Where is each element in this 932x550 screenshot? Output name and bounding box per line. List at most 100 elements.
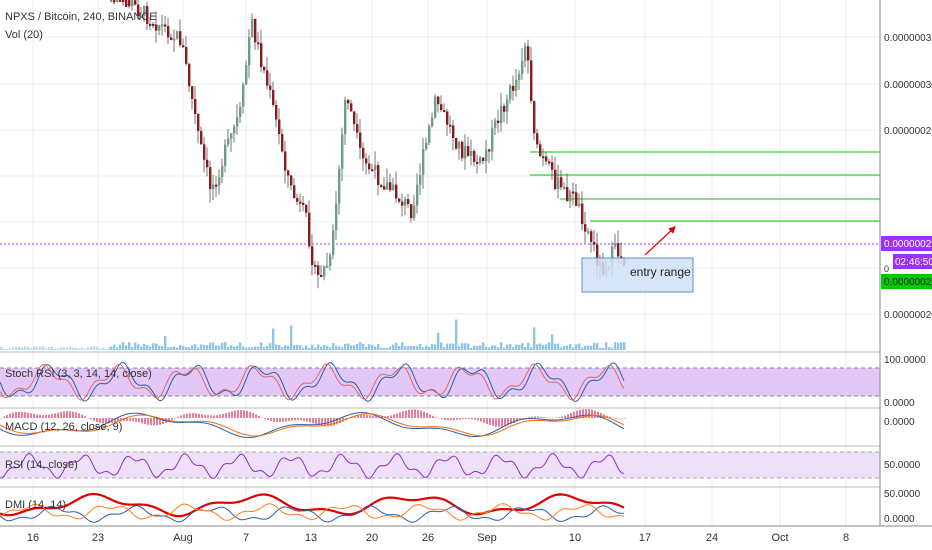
- macd-hist-bar: [480, 418, 482, 422]
- volume-bar: [60, 347, 63, 350]
- volume-bar: [93, 346, 96, 350]
- grid-lines: [0, 0, 880, 526]
- time-axis-labels[interactable]: 16 23 Aug 7 13 20 26 Sep 10 17 24 Oct 8: [27, 532, 849, 544]
- rsi-line: [0, 452, 625, 479]
- volume-bar: [203, 344, 206, 350]
- volume-bar: [51, 346, 54, 350]
- macd-hist-bar: [210, 415, 212, 418]
- time-tick: 16: [27, 532, 39, 544]
- volume-bar: [581, 347, 584, 350]
- candle-body: [140, 16, 143, 19]
- volume-bar: [608, 347, 611, 350]
- macd-hist-bar: [399, 412, 401, 418]
- candle-body: [398, 198, 401, 202]
- volume-bar: [263, 347, 266, 350]
- macd-hist-bar: [180, 415, 182, 418]
- time-tick: Sep: [477, 532, 497, 544]
- macd-hist-bar: [324, 418, 326, 427]
- macd-hist-bar: [531, 416, 533, 418]
- candle-body: [452, 125, 455, 138]
- candle-body: [578, 203, 581, 206]
- candle-body: [590, 231, 593, 242]
- dmi-label: DMI (14, 14): [5, 499, 66, 511]
- macd-hist-bar: [537, 416, 539, 418]
- macd-hist-bar: [486, 418, 488, 424]
- candle-body: [581, 203, 584, 225]
- price-axis-labels: 0.00000032 0.00000030 0.00000028 0.00000020: [884, 33, 932, 321]
- candle-body: [521, 61, 524, 75]
- volume-bar: [269, 343, 272, 350]
- volume-bar: [84, 348, 87, 350]
- volume-bar: [374, 346, 377, 350]
- volume-bar: [611, 347, 614, 350]
- macd-hist-bar: [339, 418, 341, 424]
- candle-body: [212, 184, 215, 190]
- macd-hist-bar: [576, 410, 578, 418]
- macd-hist-bar: [153, 418, 155, 426]
- volume-bar: [401, 342, 404, 350]
- candle-body: [194, 98, 197, 115]
- volume-bar: [75, 347, 78, 350]
- volume-bar: [320, 346, 323, 350]
- macd-hist-bar: [270, 418, 272, 422]
- macd-hist-bar: [474, 418, 476, 420]
- candle-body: [281, 134, 284, 152]
- macd-hist-bar: [309, 418, 311, 423]
- volume-bar: [293, 345, 296, 350]
- candle-body: [560, 177, 563, 188]
- candle-body: [296, 198, 299, 202]
- price-tick: 0.00000028: [884, 126, 932, 137]
- candle-body: [221, 165, 224, 178]
- volume-bar: [218, 345, 221, 350]
- macd-hist-bar: [525, 417, 527, 419]
- volume-bar: [422, 347, 425, 350]
- candle-body: [344, 99, 347, 135]
- macd-hist-bar: [408, 409, 410, 418]
- volume-bar: [30, 348, 33, 350]
- candle-body: [467, 146, 470, 156]
- macd-hist-bar: [300, 418, 302, 421]
- volume-bar: [257, 346, 260, 350]
- volume-bar: [536, 344, 539, 350]
- macd-hist-bar: [12, 412, 14, 418]
- entry-range-box[interactable]: [581, 257, 694, 293]
- volume-bar: [527, 342, 530, 350]
- macd-hist-bar: [465, 418, 467, 419]
- macd-hist-bar: [147, 418, 149, 425]
- candle-body: [146, 6, 149, 24]
- candle-body: [422, 148, 425, 175]
- candle-body: [539, 144, 542, 157]
- macd-hist-bar: [333, 418, 335, 426]
- candle-body: [161, 24, 164, 27]
- volume-bar: [326, 345, 329, 350]
- lower-level-value: 0.00000022: [884, 277, 932, 288]
- macd-hist-bar: [126, 418, 128, 421]
- macd-lines: [0, 409, 626, 438]
- volume-bar: [105, 348, 108, 350]
- volume-bar: [155, 343, 158, 350]
- candle-body: [284, 151, 287, 171]
- candle-body: [323, 266, 326, 277]
- macd-hist-bar: [558, 417, 560, 418]
- candle-body: [461, 141, 464, 159]
- stoch-upper-value: 100.0000: [884, 355, 926, 366]
- volume-bar: [158, 345, 161, 350]
- volume-bar: [440, 342, 443, 350]
- volume-bar: [569, 344, 572, 350]
- macd-hist-bar: [606, 415, 608, 418]
- candle-body: [215, 184, 218, 187]
- rsi-value: 50.0000: [884, 460, 921, 471]
- candle-body: [479, 157, 482, 163]
- macd-hist-bar: [459, 418, 461, 420]
- volume-bar: [572, 347, 575, 350]
- macd-hist-bar: [252, 413, 254, 418]
- volume-bar: [491, 345, 494, 350]
- macd-hist-bar: [498, 418, 500, 427]
- volume-bar: [380, 347, 383, 350]
- macd-hist-bar: [141, 418, 143, 424]
- volume-bar: [254, 346, 257, 350]
- macd-hist-bar: [447, 418, 449, 421]
- candle-body: [620, 256, 623, 259]
- macd-hist-bar: [288, 418, 290, 421]
